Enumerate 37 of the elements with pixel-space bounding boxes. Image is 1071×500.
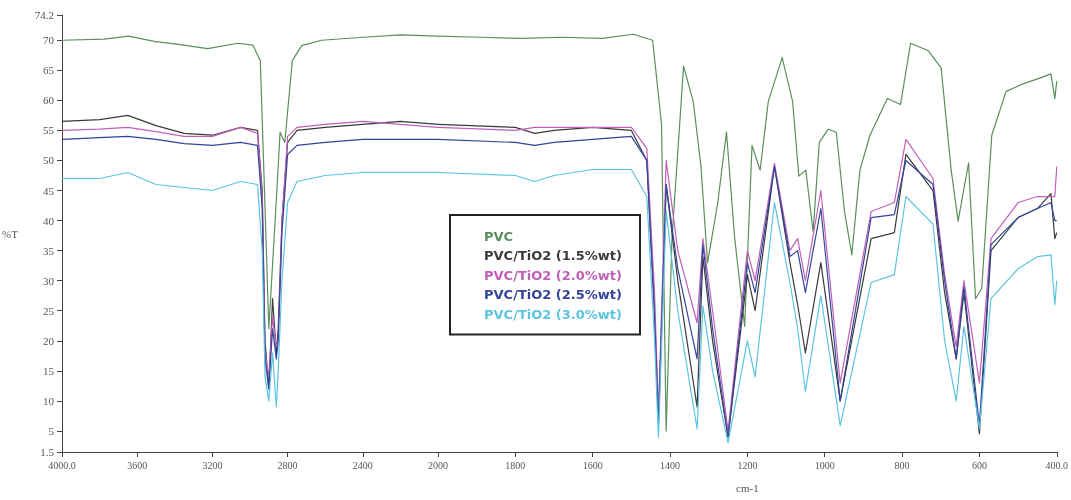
y-axis-title: %T — [2, 227, 19, 240]
y-tick-label: 20 — [43, 334, 55, 347]
x-axis-title: cm-1 — [736, 481, 759, 494]
x-tick-label: 4000.0 — [48, 459, 76, 471]
x-tick-label: 2800 — [277, 459, 298, 471]
y-tick-label: 40 — [43, 214, 55, 227]
x-tick-label: 800 — [894, 459, 910, 471]
text: PVC/TiO2 (2.0%wt) — [484, 267, 622, 283]
y-tick-label: 10 — [43, 394, 55, 407]
y-tick-label: 25 — [43, 304, 55, 317]
y-tick-label: 45 — [43, 184, 55, 197]
y-tick-label: 65 — [43, 64, 55, 77]
x-tick-label: 3200 — [202, 459, 223, 471]
x-tick-label: 1000 — [814, 459, 835, 471]
x-tick-label: 1200 — [737, 459, 758, 471]
x-tick-label: 600 — [971, 459, 987, 471]
y-tick-label: 60 — [43, 94, 55, 107]
text: PVC/TiO2 (2.5%wt) — [484, 287, 622, 302]
x-tick-label: 2000 — [428, 459, 448, 471]
text: PVC/TiO2 (3.0%wt) — [484, 306, 622, 322]
x-tick-label: 2400 — [352, 459, 373, 471]
x-tick-label: 1400 — [660, 459, 681, 471]
x-tick-label: 1800 — [505, 459, 526, 471]
y-tick-label: 50 — [43, 154, 55, 167]
text: PVC/TiO2 (1.5%wt) — [484, 248, 622, 263]
y-tick-label: 5 — [48, 424, 55, 437]
y-tick-label: 74.2 — [34, 9, 54, 21]
y-tick-label: 70 — [43, 34, 55, 47]
y-tick-label: 55 — [43, 124, 55, 137]
x-tick-label: 400.0 — [1045, 459, 1068, 471]
y-tick-label: 15 — [43, 364, 55, 377]
y-tick-label: 30 — [43, 274, 55, 287]
x-tick-label: 3600 — [127, 459, 148, 471]
y-tick-label: 1.5 — [40, 446, 55, 458]
x-tick-label: 1600 — [582, 459, 603, 471]
y-tick-label: 35 — [43, 244, 55, 257]
text: PVC — [484, 228, 514, 244]
